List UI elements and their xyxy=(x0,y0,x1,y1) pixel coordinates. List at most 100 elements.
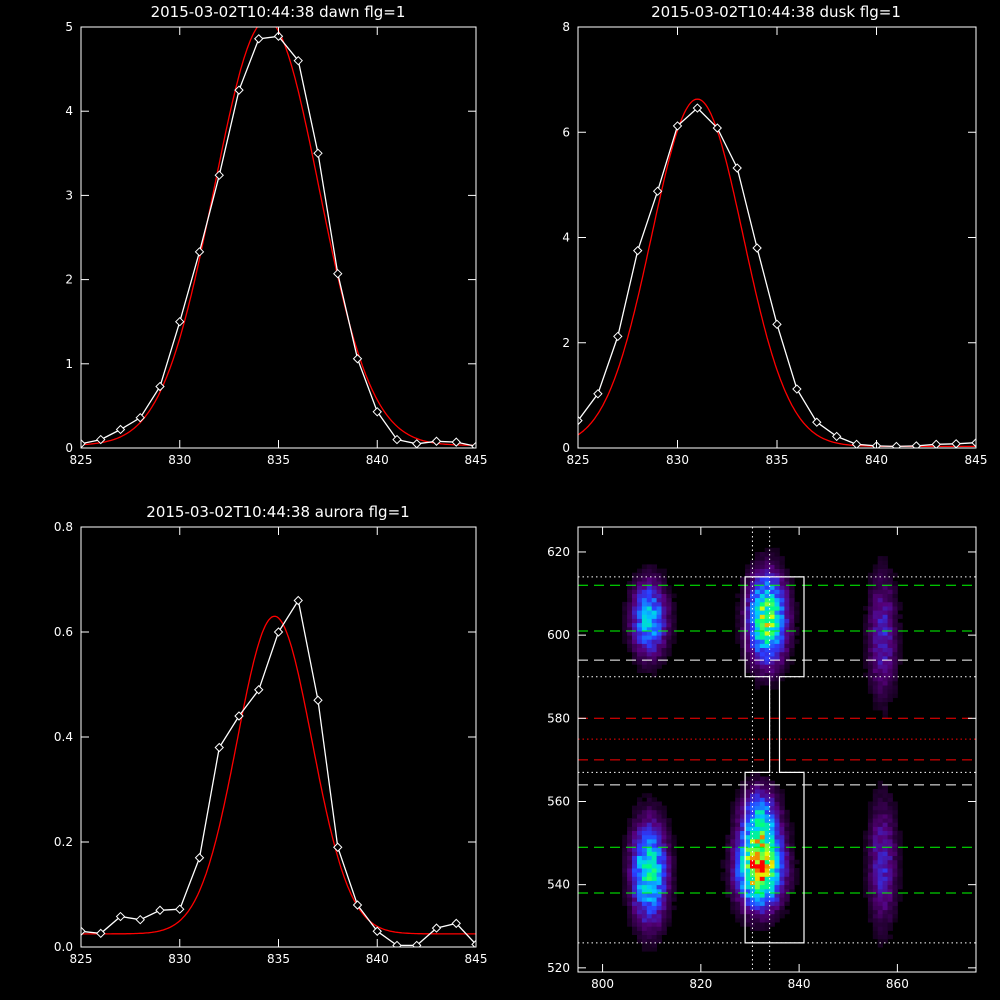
heatmap-cell xyxy=(779,610,785,615)
heatmap-cell xyxy=(789,872,795,877)
heatmap-cell xyxy=(882,888,888,894)
heatmap-cell xyxy=(872,830,879,836)
heatmap-cell xyxy=(754,568,761,574)
heatmap-cell xyxy=(671,639,677,644)
heatmap-cell xyxy=(656,818,662,823)
heatmap-cell xyxy=(750,560,756,565)
heatmap-cell xyxy=(897,863,903,869)
heatmap-cell xyxy=(632,926,638,931)
heatmap-cell xyxy=(750,797,756,802)
heatmap-cell xyxy=(646,639,653,644)
heatmap-cell xyxy=(759,830,766,836)
heatmap-cell xyxy=(730,909,736,915)
heatmap-cell xyxy=(671,610,677,615)
heatmap-cell xyxy=(759,926,766,931)
heatmap-cell xyxy=(666,909,672,915)
heatmap-cell xyxy=(646,568,653,574)
heatmap-cell xyxy=(872,905,879,911)
heatmap-cell xyxy=(877,689,883,694)
heatmap-cell xyxy=(735,601,741,607)
heatmap-cell xyxy=(887,868,893,873)
heatmap-cell xyxy=(784,651,790,657)
y-tick-label: 5 xyxy=(65,20,73,34)
x-tick-label: 825 xyxy=(70,453,93,467)
heatmap-cell xyxy=(627,917,633,923)
heatmap-cell xyxy=(784,884,790,890)
heatmap-cell xyxy=(646,897,653,902)
heatmap-cell xyxy=(877,872,883,877)
heatmap-cell xyxy=(779,668,785,673)
heatmap-cell xyxy=(769,606,775,611)
heatmap-cell xyxy=(774,614,780,619)
heatmap-cell xyxy=(666,614,672,619)
heatmap-cell xyxy=(637,622,643,628)
heatmap-cell xyxy=(867,901,874,906)
heatmap-cell xyxy=(877,888,883,894)
heatmap-cell xyxy=(892,901,898,906)
heatmap-cell xyxy=(656,655,662,661)
heatmap-cell xyxy=(641,818,648,823)
heatmap-cell xyxy=(661,872,667,877)
heatmap-cell xyxy=(740,863,746,869)
heatmap-cell xyxy=(877,556,883,561)
x-tick-label: 825 xyxy=(567,453,590,467)
dusk-spectrum-panel: 2015-03-02T10:44:38 dusk flg=1 825 830 835… xyxy=(562,3,987,467)
heatmap-cell xyxy=(872,576,879,582)
heatmap-cell xyxy=(882,618,888,624)
heatmap-cell xyxy=(769,905,775,911)
heatmap-cell xyxy=(774,626,780,632)
x-tick-label: 860 xyxy=(886,977,909,991)
heatmap-cell xyxy=(769,618,775,624)
heatmap-cell xyxy=(661,610,667,615)
heatmap-cell xyxy=(637,905,643,911)
heatmap-cell xyxy=(897,880,903,886)
heatmap-cell xyxy=(754,917,761,923)
heatmap-cell xyxy=(789,651,795,657)
heatmap-cell xyxy=(867,626,874,632)
heatmap-cell xyxy=(779,647,785,653)
heatmap-cell xyxy=(759,655,766,661)
heatmap-cell xyxy=(622,838,628,844)
aurora-spectrum-panel: 2015-03-02T10:44:38 aurora flg=1 825 830 8… xyxy=(54,503,488,966)
heatmap-cell xyxy=(867,847,874,852)
heatmap-cell xyxy=(863,893,869,898)
heatmap-cell xyxy=(779,672,785,678)
heatmap-cell xyxy=(646,655,653,661)
heatmap-cell xyxy=(632,597,638,603)
heatmap-cell xyxy=(622,880,628,886)
heatmap-cell xyxy=(661,843,667,848)
heatmap-cell xyxy=(877,680,883,686)
heatmap-cell xyxy=(863,863,869,869)
heatmap-cell xyxy=(666,893,672,898)
heatmap-cell xyxy=(872,651,879,657)
heatmap-cell xyxy=(627,606,633,611)
heatmap-cell xyxy=(661,905,667,911)
heatmap-cell xyxy=(735,797,741,802)
heatmap-cell xyxy=(740,631,746,636)
heatmap-cell xyxy=(646,581,653,586)
heatmap-cell xyxy=(745,834,751,840)
heatmap-cell xyxy=(646,826,653,831)
heatmap-cell xyxy=(740,843,746,848)
heatmap-cell xyxy=(887,872,893,877)
heatmap-cell xyxy=(671,622,677,628)
heatmap-cell xyxy=(627,863,633,869)
heatmap-cell xyxy=(651,585,657,590)
heatmap-cell xyxy=(627,818,633,823)
heatmap-cell xyxy=(759,568,766,574)
heatmap-cell xyxy=(887,631,893,636)
heatmap-cell xyxy=(872,610,879,615)
heatmap-cell xyxy=(774,552,780,557)
heatmap-cell xyxy=(764,647,770,653)
heatmap-cell xyxy=(877,843,883,848)
heatmap-cell xyxy=(897,859,903,865)
heatmap-cell xyxy=(784,847,790,852)
data-point xyxy=(115,911,126,922)
heatmap-cell xyxy=(740,793,746,798)
heatmap-cell xyxy=(754,601,761,607)
heatmap-cell xyxy=(656,884,662,890)
heatmap-cell xyxy=(646,572,653,578)
heatmap-cell xyxy=(730,818,736,823)
heatmap-cell xyxy=(759,897,766,902)
heatmap-cell xyxy=(622,843,628,848)
